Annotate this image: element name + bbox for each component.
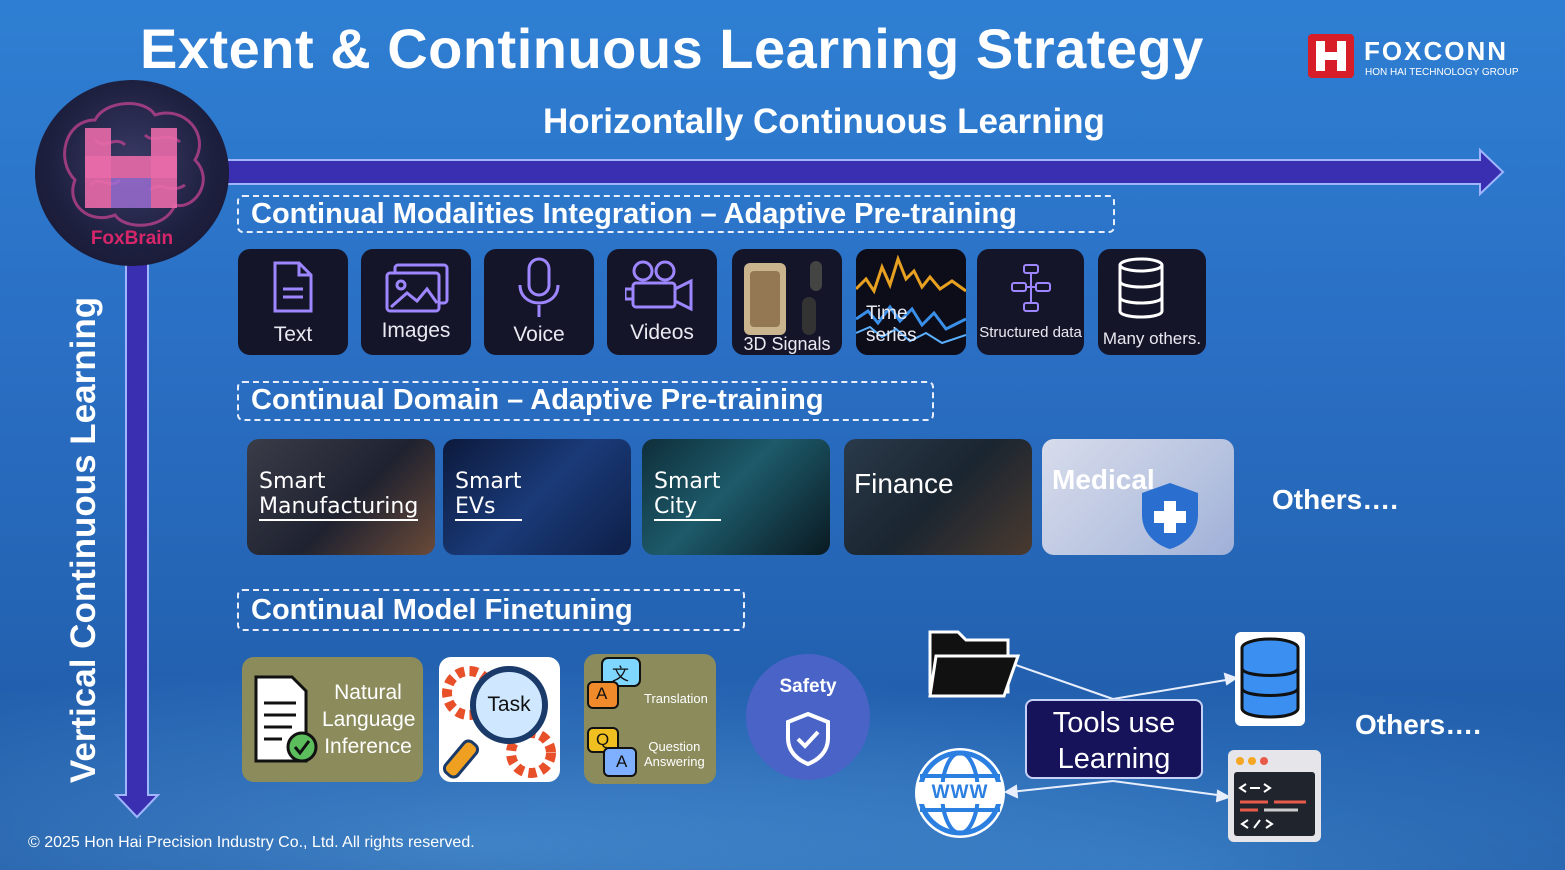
finetune-nli-line2: Language bbox=[322, 708, 416, 731]
video-camera-icon bbox=[625, 260, 693, 312]
domain-smart-manufacturing-line2: Manufacturing bbox=[259, 494, 419, 521]
medical-shield-icon bbox=[1142, 483, 1198, 549]
domain-smart-city-line1: Smart bbox=[654, 469, 721, 494]
logo-subtitle: HON HAI TECHNOLOGY GROUP bbox=[1365, 67, 1519, 78]
finetune-nli-line3: Inference bbox=[324, 735, 412, 758]
domain-smart-manufacturing-label: Smart Manufacturing bbox=[259, 469, 419, 523]
modality-many-others-label: Many others. bbox=[1102, 329, 1202, 348]
domain-smart-evs-line2: EVs bbox=[455, 496, 522, 521]
finetune-nli: Natural Language Inference bbox=[242, 657, 423, 782]
logo-name: FOXCONN bbox=[1364, 36, 1508, 66]
modality-text-label: Text bbox=[273, 323, 313, 346]
finetuning-heading: Continual Model Finetuning bbox=[237, 589, 745, 631]
finetune-translation-qa: 文 A Translation Q A Question Answering bbox=[584, 654, 716, 784]
folder-icon bbox=[928, 630, 1020, 698]
tools-line2: Learning bbox=[1057, 743, 1171, 775]
checklist-document-icon bbox=[254, 675, 318, 763]
finetune-task: Task bbox=[439, 657, 560, 782]
modality-structured-data-label: Structured data bbox=[979, 324, 1082, 341]
domain-smart-evs-line1: Smart bbox=[455, 469, 522, 494]
waveform-icon bbox=[856, 249, 966, 355]
modality-videos-label: Videos bbox=[630, 321, 694, 344]
tools-use-learning: Tools use Learning bbox=[1025, 699, 1203, 779]
domain-smart-evs: Smart EVs bbox=[443, 439, 631, 555]
brain-icon bbox=[63, 102, 205, 227]
finetune-nli-label: Natural Language Inference bbox=[322, 679, 416, 760]
finetuning-others: Others…. bbox=[1355, 709, 1482, 740]
domain-smart-city-line2: City bbox=[654, 496, 721, 521]
task-magnifier-icon bbox=[442, 666, 556, 779]
qa-line1: Question bbox=[648, 739, 701, 754]
modality-time-series-label: Time series bbox=[866, 303, 917, 346]
vertical-arrow bbox=[113, 239, 161, 819]
modality-images-label: Images bbox=[381, 319, 451, 342]
modality-voice-label: Voice bbox=[513, 323, 565, 346]
qa-a-glyph: A bbox=[616, 752, 628, 771]
translation-icon bbox=[587, 657, 641, 709]
shield-check-icon bbox=[786, 712, 830, 766]
globe-icon bbox=[915, 748, 1005, 838]
horizontal-heading: Horizontally Continuous Learning bbox=[543, 102, 1105, 141]
modality-text: Text bbox=[238, 249, 348, 355]
vertical-heading: Vertical Continuous Learning bbox=[64, 296, 103, 784]
foxbrain-logo: FoxBrain bbox=[35, 80, 229, 266]
server-database-icon bbox=[1235, 632, 1305, 726]
translation-label: Translation bbox=[644, 691, 708, 706]
foxconn-logo: FOXCONN HON HAI TECHNOLOGY GROUP bbox=[1308, 32, 1543, 80]
domain-finance: Finance bbox=[844, 439, 1032, 555]
horizontal-arrow bbox=[199, 147, 1505, 197]
domain-smart-evs-label: Smart EVs bbox=[455, 471, 522, 523]
document-icon bbox=[273, 261, 313, 313]
modality-3d-signals: 3D Signals bbox=[732, 249, 842, 355]
tools-line1: Tools use bbox=[1052, 707, 1176, 739]
domain-medical-label: Medical bbox=[1052, 464, 1155, 495]
modality-structured-data: Structured data bbox=[977, 249, 1084, 355]
domain-smart-manufacturing: Smart Manufacturing bbox=[247, 439, 435, 555]
domain-medical: Medical bbox=[1042, 439, 1234, 555]
foxconn-h-icon bbox=[1308, 34, 1354, 78]
safety-label: Safety bbox=[779, 676, 837, 697]
modality-videos: Videos bbox=[607, 249, 717, 355]
domain-finance-label: Finance bbox=[854, 468, 954, 499]
modality-images: Images bbox=[361, 249, 471, 355]
qa-line2: Answering bbox=[644, 754, 705, 769]
qa-q-glyph: Q bbox=[596, 730, 610, 749]
domains-others: Others…. bbox=[1272, 484, 1399, 515]
images-icon bbox=[385, 263, 449, 313]
copyright: © 2025 Hon Hai Precision Industry Co., L… bbox=[28, 834, 475, 851]
question-answer-icon bbox=[587, 727, 637, 777]
globe-www: WWW bbox=[913, 746, 1007, 840]
domain-smart-city-label: Smart City bbox=[654, 471, 721, 523]
finetune-safety: Safety bbox=[746, 654, 870, 780]
domain-smart-city: Smart City bbox=[642, 439, 830, 555]
modality-3d-signals-label: 3D Signals bbox=[743, 334, 831, 354]
microphone-icon bbox=[518, 257, 560, 317]
database-icon bbox=[1118, 257, 1164, 319]
modality-voice: Voice bbox=[484, 249, 594, 355]
qa-label: Question Answering bbox=[644, 739, 705, 769]
3d-scan-icon bbox=[744, 261, 822, 335]
finetune-task-label: Task bbox=[487, 693, 531, 716]
hierarchy-icon bbox=[1011, 264, 1051, 312]
foxbrain-label: FoxBrain bbox=[90, 228, 174, 249]
domains-heading: Continual Domain – Adaptive Pre-training bbox=[237, 381, 934, 421]
page-title: Extent & Continuous Learning Strategy bbox=[140, 17, 1204, 80]
modality-many-others: Many others. bbox=[1098, 249, 1206, 355]
www-label: WWW bbox=[931, 782, 989, 803]
domain-smart-manufacturing-line1: Smart bbox=[259, 469, 326, 494]
modalities-heading: Continual Modalities Integration – Adapt… bbox=[237, 195, 1115, 233]
finetune-nli-line1: Natural bbox=[334, 681, 402, 704]
translation-zh-glyph: 文 bbox=[612, 665, 629, 685]
code-window-icon bbox=[1228, 750, 1321, 842]
translation-a-glyph: A bbox=[596, 684, 608, 703]
modality-time-series: Time series bbox=[856, 249, 966, 355]
